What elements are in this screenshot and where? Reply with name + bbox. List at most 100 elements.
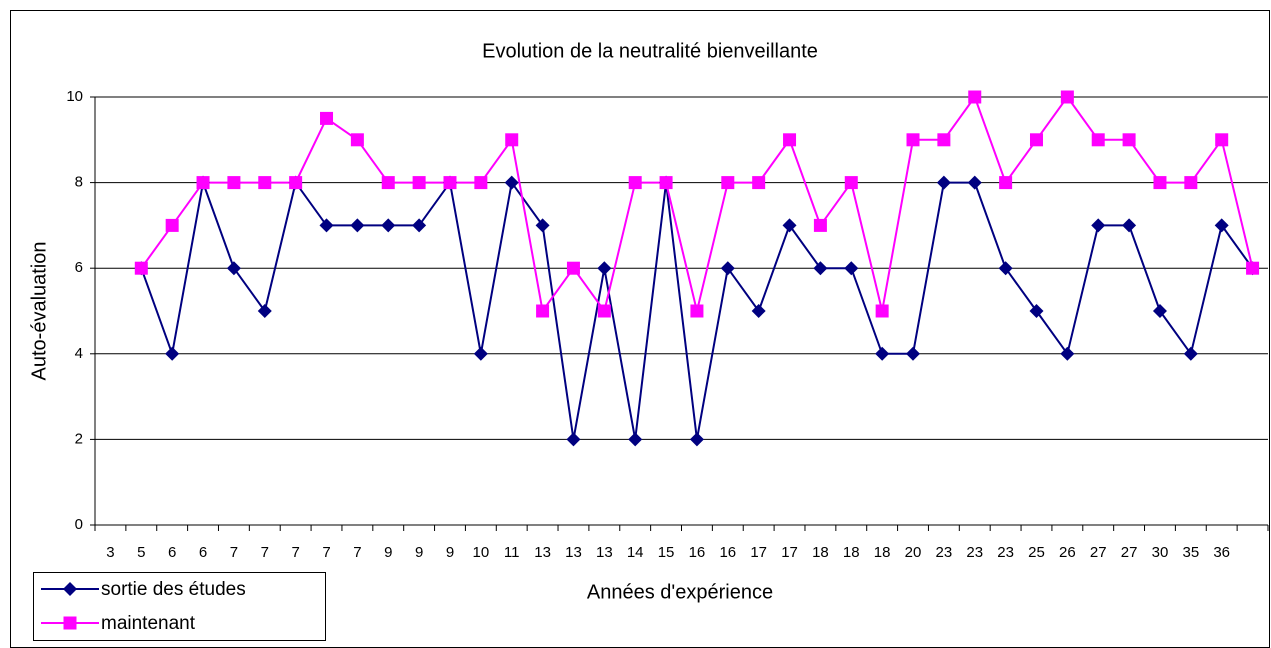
point <box>968 90 982 104</box>
point <box>813 218 827 232</box>
point <box>721 176 735 190</box>
x-tick-label: 15 <box>658 544 675 561</box>
point <box>813 261 828 276</box>
point <box>63 616 77 630</box>
point <box>906 346 921 361</box>
x-tick-label: 30 <box>1152 544 1169 561</box>
x-tick-label: 18 <box>874 544 891 561</box>
point <box>720 261 735 276</box>
point <box>689 432 704 447</box>
point <box>535 218 550 233</box>
legend-label: sortie des études <box>101 579 246 600</box>
x-tick-label: 13 <box>534 544 551 561</box>
x-tick-label: 13 <box>596 544 613 561</box>
point <box>258 176 272 190</box>
point <box>999 176 1013 190</box>
y-tick-label: 8 <box>75 174 83 191</box>
x-tick-label: 3 <box>106 544 114 561</box>
point <box>875 346 890 361</box>
point <box>937 133 951 147</box>
chart-border <box>10 10 1270 648</box>
point <box>412 176 426 190</box>
point <box>906 133 920 147</box>
x-tick-label: 6 <box>199 544 207 561</box>
point <box>320 111 334 125</box>
point <box>165 346 180 361</box>
point <box>936 175 951 190</box>
x-tick-label: 36 <box>1213 544 1230 561</box>
point <box>1246 261 1260 275</box>
x-tick-label: 9 <box>415 544 423 561</box>
x-tick-label: 13 <box>565 544 582 561</box>
legend-label: maintenant <box>101 613 196 634</box>
x-tick-label: 20 <box>905 544 922 561</box>
point <box>1122 218 1137 233</box>
point <box>998 261 1013 276</box>
point <box>690 304 704 318</box>
point <box>134 261 148 275</box>
point <box>319 218 334 233</box>
y-axis-title: Auto-évaluation <box>28 242 50 381</box>
point <box>1214 218 1229 233</box>
y-tick-label: 4 <box>75 345 83 362</box>
x-tick-label: 17 <box>750 544 767 561</box>
x-tick-label: 23 <box>966 544 983 561</box>
point <box>474 176 488 190</box>
point <box>257 304 272 318</box>
x-tick-label: 7 <box>291 544 299 561</box>
point <box>1060 90 1074 104</box>
point <box>751 304 766 318</box>
point <box>289 176 303 190</box>
y-tick-label: 6 <box>75 259 83 276</box>
point <box>597 304 611 318</box>
x-tick-label: 7 <box>261 544 269 561</box>
x-tick-label: 23 <box>936 544 953 561</box>
x-tick-label: 16 <box>689 544 706 561</box>
point <box>1183 346 1198 361</box>
point <box>844 176 858 190</box>
point <box>1029 133 1043 147</box>
x-tick-label: 7 <box>353 544 361 561</box>
x-tick-label: 5 <box>137 544 145 561</box>
x-tick-label: 9 <box>446 544 454 561</box>
point <box>1152 304 1167 318</box>
x-tick-label: 27 <box>1090 544 1107 561</box>
point <box>1029 304 1044 318</box>
point <box>381 218 396 233</box>
point <box>1060 346 1075 361</box>
point <box>659 176 673 190</box>
point <box>443 176 457 190</box>
point <box>782 218 797 233</box>
point <box>165 218 179 232</box>
point <box>473 346 488 361</box>
point <box>752 176 766 190</box>
point <box>504 175 519 190</box>
point <box>1122 133 1136 147</box>
point <box>566 261 580 275</box>
point <box>63 582 77 596</box>
point <box>628 176 642 190</box>
x-tick-label: 26 <box>1059 544 1076 561</box>
point <box>196 176 210 190</box>
point <box>381 176 395 190</box>
point <box>227 176 241 190</box>
x-tick-label: 11 <box>504 544 520 561</box>
point <box>967 175 982 190</box>
x-tick-label: 6 <box>168 544 176 561</box>
point <box>1091 133 1105 147</box>
point <box>226 261 241 276</box>
chart-title: Evolution de la neutralité bienveillante <box>482 40 818 62</box>
x-tick-label: 25 <box>1028 544 1045 561</box>
point <box>412 218 427 233</box>
x-tick-label: 10 <box>473 544 490 561</box>
x-tick-label: 35 <box>1182 544 1199 561</box>
x-tick-label: 18 <box>812 544 829 561</box>
x-tick-label: 9 <box>384 544 392 561</box>
point <box>566 432 581 447</box>
legend-box <box>33 572 326 641</box>
x-tick-label: 17 <box>781 544 798 561</box>
y-tick-label: 2 <box>75 430 83 447</box>
point <box>1215 133 1229 147</box>
y-tick-label: 10 <box>66 88 83 105</box>
